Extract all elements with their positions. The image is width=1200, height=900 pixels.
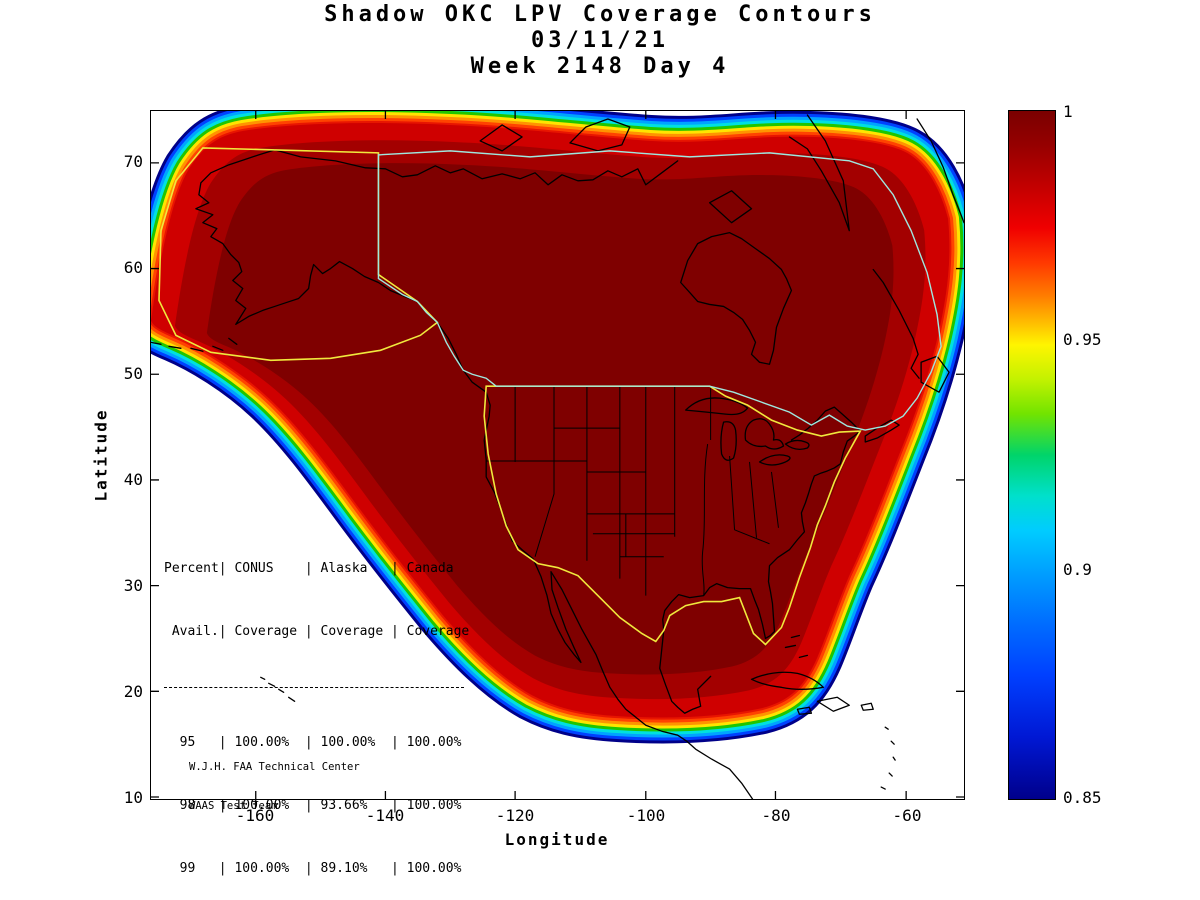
colorbar: [1008, 110, 1056, 800]
title-block: Shadow OKC LPV Coverage Contours 03/11/2…: [0, 2, 1200, 80]
aleutian-islands: [151, 337, 238, 352]
y-tick-label: 60: [123, 258, 143, 277]
coast-labrador-newfoundland: [872, 268, 950, 393]
table-divider: [164, 687, 464, 688]
colorbar-tick-label: 0.9: [1063, 560, 1092, 579]
attribution: W.J.H. FAA Technical Center WAAS Test Te…: [189, 735, 360, 839]
y-axis-label: Latitude: [91, 408, 111, 502]
coastlines: [151, 114, 964, 799]
coast-greenland: [916, 118, 964, 224]
table-row: 99 | 100.00% | 89.10% | 100.00%: [164, 861, 462, 876]
table-row: 95 | 100.00% | 100.00% | 100.00%: [164, 735, 462, 750]
x-tick-label: -160: [235, 806, 275, 825]
y-tick-label: 30: [123, 576, 143, 595]
great-lakes: [685, 397, 810, 466]
conus-outline: [483, 385, 862, 646]
title-date: 03/11/21: [531, 28, 669, 53]
colorbar-tick-label: 0.95: [1063, 330, 1102, 349]
axis-ticks: [151, 111, 964, 799]
y-tick-label: 10: [123, 788, 143, 807]
table-header-row-1: Percent| CONUS | Alaska | Canada: [164, 561, 454, 576]
y-tick-label: 50: [123, 364, 143, 383]
x-tick-label: -100: [626, 806, 666, 825]
arctic-islands: [479, 114, 850, 232]
coverage-table: Percent| CONUS | Alaska | Canada Avail.|…: [164, 516, 469, 900]
alaska-outline: [158, 147, 439, 362]
caribbean-islands: [750, 634, 896, 790]
coast-arctic: [274, 149, 679, 186]
title-week-day: Week 2148 Day 4: [470, 54, 730, 79]
hudson-bay: [680, 231, 793, 365]
attribution-line-2: WAAS Test Team: [189, 800, 278, 812]
colorbar-tick-label: 1: [1063, 102, 1073, 121]
y-tick-label: 40: [123, 470, 143, 489]
plot-area: Percent| CONUS | Alaska | Canada Avail.|…: [150, 110, 965, 876]
y-tick-label: 70: [123, 152, 143, 171]
hawaii-islands: [260, 676, 296, 702]
coverage-map: [151, 111, 964, 799]
page-title: Shadow OKC LPV Coverage Contours: [324, 2, 876, 27]
x-axis-label: Longitude: [504, 830, 610, 849]
colorbar-tick-label: 0.85: [1063, 788, 1102, 807]
table-row: 98 | 100.00% | 93.66% | 100.00%: [164, 798, 462, 813]
x-tick-label: -140: [365, 806, 405, 825]
y-tick-label: 20: [123, 682, 143, 701]
x-tick-label: -60: [892, 806, 922, 825]
attribution-line-1: W.J.H. FAA Technical Center: [189, 761, 360, 773]
x-tick-label: -80: [761, 806, 791, 825]
table-header-row-2: Avail.| Coverage | Coverage | Coverage: [164, 624, 470, 639]
coast-gulf-atlantic: [659, 430, 861, 714]
coast-nova-scotia: [864, 419, 900, 443]
canada-outline: [377, 150, 942, 431]
x-tick-label: -120: [495, 806, 535, 825]
coast-st-lawrence: [790, 406, 861, 441]
